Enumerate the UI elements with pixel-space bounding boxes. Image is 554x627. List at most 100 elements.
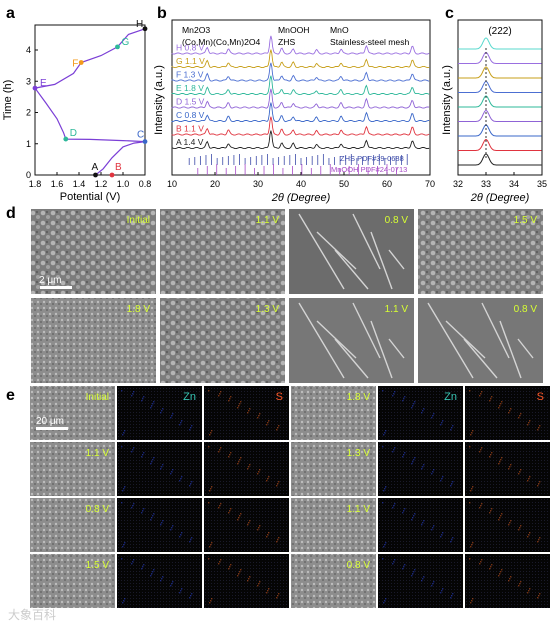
e-edx-dot xyxy=(471,488,473,490)
a-point-label-E: E xyxy=(40,78,47,89)
e-edx-dot xyxy=(423,520,425,522)
a-point-label-F: F xyxy=(72,59,78,70)
e-edx-dot xyxy=(472,598,474,600)
e-tile xyxy=(465,554,550,608)
e-edx-dot xyxy=(384,600,386,602)
e-edx-dot xyxy=(228,512,230,514)
d-tile-label: 1.5 V xyxy=(514,215,538,226)
b-series-line xyxy=(171,102,430,123)
e-edx-dot xyxy=(450,429,452,431)
panel-c-chart: 32 33 34 35 (222) 2θ (Degree) Intensity (a.… xyxy=(441,19,547,204)
d-tile xyxy=(418,209,543,294)
e-edx-dot xyxy=(266,592,268,594)
e-edx-dot xyxy=(122,434,124,436)
e-edx-dot xyxy=(433,413,435,415)
e-edx-dot xyxy=(267,478,269,480)
c-series-line xyxy=(458,51,542,64)
e-edx-dot xyxy=(179,592,181,594)
e-edx-dot xyxy=(491,452,493,454)
panel-label-e: e xyxy=(6,387,15,404)
e-edx-dot xyxy=(480,561,482,563)
e-edx-dot xyxy=(229,398,231,400)
e-edx-dot xyxy=(501,457,503,459)
e-edx-dot xyxy=(180,534,182,536)
e-edx-dot xyxy=(520,469,522,471)
e-edx-dot xyxy=(508,468,510,470)
e-tile xyxy=(291,442,376,496)
d-crystal-edge xyxy=(352,302,381,359)
e-edx-dot xyxy=(123,432,125,434)
e-left-label: 1.5 V xyxy=(86,560,110,571)
e-edx-dot xyxy=(469,390,471,392)
e-edx-dot xyxy=(150,407,152,409)
e-edx-dot xyxy=(170,585,172,587)
e-edx-dot xyxy=(208,446,210,448)
e-edx-dot xyxy=(471,432,473,434)
e-edx-dot xyxy=(469,446,471,448)
e-edx-dot xyxy=(237,463,239,465)
e-edx-dot xyxy=(211,542,213,544)
e-edx-dot xyxy=(538,539,540,541)
e-edx-dot xyxy=(423,408,425,410)
e-edx-dot xyxy=(431,585,433,587)
e-edx-dot xyxy=(124,542,126,544)
e-edx-dot xyxy=(238,461,240,463)
e-edx-dot xyxy=(191,481,193,483)
e-edx-dot xyxy=(171,527,173,529)
e-edx-dot xyxy=(142,398,144,400)
e-edx-dot xyxy=(510,464,512,466)
d-tile xyxy=(31,209,156,294)
e-edx-dot xyxy=(228,400,230,402)
e-edx-dot xyxy=(421,468,423,470)
e-edx-dot xyxy=(267,590,269,592)
e-edx-dot xyxy=(510,408,512,410)
e-edx-dot xyxy=(247,468,249,470)
a-xtick-label: 1.2 xyxy=(95,179,108,189)
a-xtick-label: 1.6 xyxy=(51,179,64,189)
e-edx-dot xyxy=(491,508,493,510)
e-edx-dot xyxy=(218,563,220,565)
panel-label-d: d xyxy=(6,205,16,222)
e-edx-dot xyxy=(131,451,133,453)
e-tile xyxy=(291,498,376,552)
e-edx-dot xyxy=(412,405,414,407)
e-edx-dot xyxy=(500,459,502,461)
panel-label-b: b xyxy=(157,5,167,22)
e-edx-dot xyxy=(423,576,425,578)
d-crystal-edge xyxy=(298,213,345,290)
e-edx-dot xyxy=(266,480,268,482)
e-edx-dot xyxy=(394,503,396,505)
e-tile xyxy=(465,498,550,552)
e-edx-dot xyxy=(450,485,452,487)
e-edx-dot xyxy=(124,486,126,488)
e-edx-dot xyxy=(382,558,384,560)
e-edx-dot xyxy=(259,413,261,415)
c-ylabel: Intensity (a.u.) xyxy=(441,65,453,135)
e-edx-dot xyxy=(384,488,386,490)
e-edx-dot xyxy=(433,581,435,583)
e-edx-dot xyxy=(208,502,210,504)
b-series-line xyxy=(171,75,430,96)
e-edx-dot xyxy=(230,396,232,398)
e-edx-dot xyxy=(170,529,172,531)
e-edx-dot xyxy=(162,520,164,522)
d-scale-bar: 2 μm xyxy=(39,275,61,286)
e-edx-dot xyxy=(191,425,193,427)
a-xlabel: Potential (V) xyxy=(60,191,121,203)
d-tile-label: 1.8 V xyxy=(127,304,151,315)
e-edx-dot xyxy=(268,476,270,478)
e-edx-dot xyxy=(238,517,240,519)
e-edx-dot xyxy=(190,483,192,485)
e-edx-dot xyxy=(433,525,435,527)
e-edx-dot xyxy=(385,598,387,600)
panel-label-a: a xyxy=(6,5,15,22)
e-edx-dot xyxy=(442,588,444,590)
e-edx-dot xyxy=(520,413,522,415)
e-edx-dot xyxy=(510,520,512,522)
e-tile xyxy=(30,498,115,552)
e-tile xyxy=(117,386,202,440)
e-edx-dot xyxy=(518,473,520,475)
e-edx-dot xyxy=(537,429,539,431)
b-ylabel: Intensity (a.u.) xyxy=(153,65,165,135)
a-point-C xyxy=(142,139,148,144)
